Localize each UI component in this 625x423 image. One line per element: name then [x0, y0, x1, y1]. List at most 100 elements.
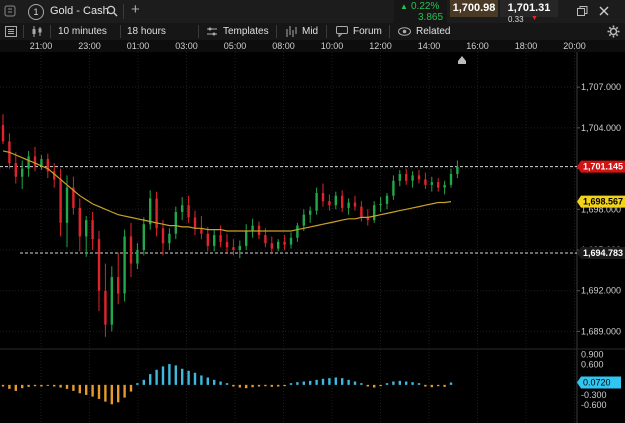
candle-body [53, 171, 56, 180]
oscillator-bar [225, 383, 229, 385]
oscillator-bar [206, 377, 209, 385]
oscillator-bar [149, 374, 152, 385]
oscillator-bar [430, 384, 433, 388]
chart-type-icon[interactable] [31, 26, 43, 37]
candle-body [347, 202, 350, 208]
price-chart[interactable]: 21:00 23:00 01:00 03:00 05:00 08:00 10:00 12:00… [0, 40, 625, 423]
time-tick-label: 20:00 [563, 41, 586, 51]
window-restore-icon[interactable] [577, 6, 588, 17]
candle-body [296, 225, 299, 238]
time-tick-label: 10:00 [321, 41, 344, 51]
oscillator-bar [123, 384, 126, 398]
candle-body [257, 225, 261, 236]
oscillator-bar [85, 384, 88, 395]
oscillator-bar [8, 384, 11, 389]
templates-icon[interactable] [206, 26, 218, 37]
candle-body [277, 241, 280, 249]
oscillator-tick-label: -0.300 [581, 390, 607, 400]
range-select[interactable]: 18 hours [127, 26, 166, 37]
search-icon[interactable] [106, 5, 118, 17]
candle-body [161, 228, 165, 244]
price-tick-label: 1,698.000 [581, 204, 621, 214]
chart-toolbar: 10 minutes 18 hours Templates Mid Forum … [0, 23, 625, 41]
candle-body [27, 156, 30, 169]
up-arrow-icon: ▲ [400, 2, 408, 11]
menu-icon[interactable] [5, 26, 17, 37]
oscillator-bar [21, 384, 24, 389]
oscillator-tick-label: -0.600 [581, 400, 607, 410]
candle-body [129, 236, 133, 264]
candle-body [334, 195, 337, 206]
oscillator-bar [27, 384, 30, 387]
candle-body [65, 187, 69, 223]
price-tick-label: 1,692.000 [581, 286, 621, 296]
oscillator-bar [373, 384, 376, 388]
candle-body [321, 193, 325, 202]
oscillator-bar [155, 369, 158, 385]
indicators-icon[interactable] [285, 26, 297, 37]
price-level-tag: 1,694.783 [583, 248, 623, 258]
candle-body [91, 220, 94, 240]
candle-body [315, 193, 318, 211]
time-tick-label: 12:00 [369, 41, 392, 51]
candle-body [187, 205, 190, 218]
change-percent: 0.22% [411, 1, 440, 12]
bid-price-button[interactable]: 1,700.98 [450, 0, 498, 17]
oscillator-bar [14, 384, 17, 391]
quote-change-box: ▲ 0.22% 3.865 [394, 0, 447, 23]
candle-body [270, 243, 273, 249]
oscillator-tick-label: 0.900 [581, 350, 604, 360]
oscillator-bar [97, 384, 101, 399]
add-tab-icon[interactable]: + [131, 1, 140, 18]
oscillator-bar [398, 380, 401, 385]
candle-body [123, 236, 126, 294]
candle-body [59, 179, 62, 223]
oscillator-bar [251, 384, 254, 388]
candle-body [149, 198, 152, 225]
candle-body [181, 205, 184, 212]
candle-body [437, 182, 440, 188]
close-icon[interactable] [599, 6, 609, 16]
candle-body [309, 210, 312, 215]
price-tick-label: 1,707.000 [581, 82, 621, 92]
templates-button[interactable]: Templates [223, 26, 269, 37]
candle-body [283, 241, 286, 245]
interval-select[interactable]: 10 minutes [58, 26, 107, 37]
oscillator-bar [277, 384, 280, 387]
forum-icon[interactable] [336, 26, 348, 37]
eye-icon[interactable] [398, 27, 411, 36]
oscillator-bar [72, 384, 75, 391]
candle-body [366, 217, 369, 221]
oscillator-value-tag: 0.0720 [583, 377, 611, 387]
oscillator-bar [181, 368, 184, 385]
candle-body [97, 239, 101, 291]
settings-icon[interactable] [607, 25, 620, 38]
price-tick-label: 1,689.000 [581, 326, 621, 336]
change-absolute: 3.865 [418, 12, 444, 23]
time-axis: 21:00 23:00 01:00 03:00 05:00 08:00 10:00 12:00… [0, 40, 625, 64]
candle-body [85, 220, 88, 237]
chart-grid [0, 52, 577, 423]
oscillator-bar [257, 384, 261, 387]
related-button[interactable]: Related [416, 26, 451, 37]
price-type-select[interactable]: Mid [302, 26, 319, 37]
oscillator-tick-label: 0.600 [581, 360, 604, 370]
candle-body [238, 245, 241, 250]
candle-body [155, 198, 158, 229]
candle-body [328, 201, 331, 206]
time-tick-label: 16:00 [466, 41, 489, 51]
down-arrow-icon: ▼ [531, 15, 538, 22]
oscillator-bar [296, 382, 299, 385]
time-tick-label: 03:00 [175, 41, 198, 51]
candles [1, 114, 459, 337]
tab-title[interactable]: Gold - Cash [50, 5, 109, 17]
candle-body [117, 277, 120, 294]
ask-price-button[interactable]: 1,701.31 [500, 0, 558, 17]
forum-button[interactable]: Forum [353, 26, 382, 37]
spread-value: 0.33 [508, 15, 524, 24]
candle-body [385, 195, 389, 204]
candle-body [289, 237, 293, 245]
candle-body [353, 202, 357, 207]
candle-body [168, 233, 171, 244]
time-tick-label: 23:00 [78, 41, 101, 51]
